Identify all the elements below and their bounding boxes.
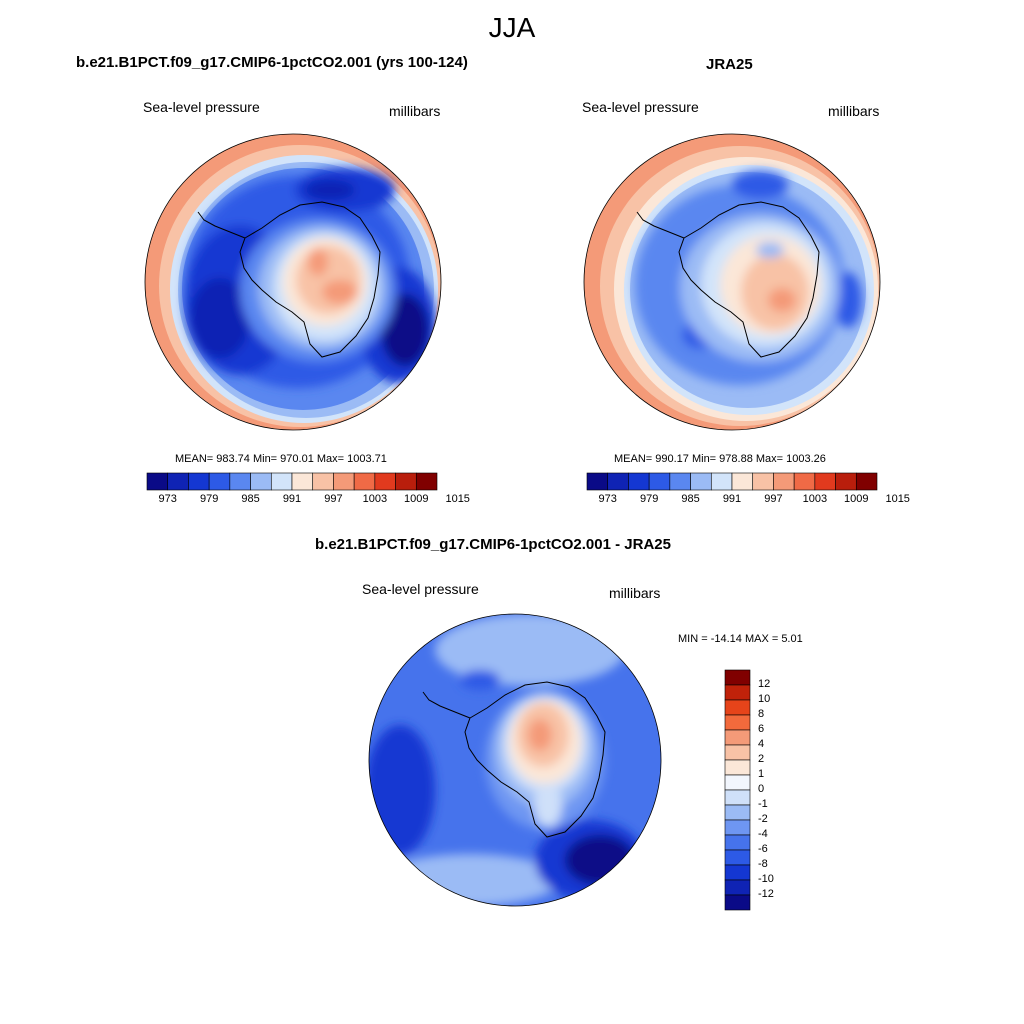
model-colorbar-tick: 979 [199,493,219,505]
model-colorbar-tick: 1015 [445,493,470,505]
obs-colorbar-box [690,472,712,491]
model-panel-title: b.e21.B1PCT.f09_g17.CMIP6-1pctCO2.001 (y… [76,54,468,71]
model-colorbar-box [208,472,231,491]
diff-colorbar-tick: -1 [758,798,768,810]
diff-colorbar-tick: -2 [758,813,768,825]
diff-colorbar-tick: 8 [758,708,765,720]
obs-colorbar-box [773,472,795,491]
obs-colorbar-box [586,472,609,491]
obs-panel-title: JRA25 [706,56,753,73]
obs-colorbar-tick: 1015 [885,493,910,505]
obs-colorbar-box [731,472,754,491]
model-colorbar-box [270,472,293,491]
model-colorbar-tick: 973 [158,493,177,505]
diff-colorbar-box [724,744,751,761]
obs-colorbar-tick: 979 [639,493,659,505]
model-stats: MEAN= 983.74 Min= 970.01 Max= 1003.71 [175,453,387,465]
model-colorbar-box [167,472,189,491]
model-colorbar-box [312,472,334,491]
obs-colorbar-box [835,472,857,491]
diff-colorbar-tick: 2 [758,753,765,765]
obs-colorbar-box [814,472,836,491]
diff-map [368,613,662,907]
figure-title: JJA [488,12,536,43]
model-colorbar-box [146,472,169,491]
diff-colorbar-box [724,864,751,881]
obs-peninsula [636,211,685,239]
obs-colorbar-tick: 991 [722,493,742,505]
model-map [144,133,442,431]
obs-colorbar-box [710,472,733,491]
model-colorbar-box [188,472,210,491]
colorbars [146,472,878,911]
obs-variable-label: Sea-level pressure [582,99,699,115]
diff-colorbar-box [724,789,751,806]
diff-stats: MIN = -14.14 MAX = 5.01 [678,633,803,645]
model-colorbar-tick: 997 [324,493,343,505]
model-colorbar-box [229,472,251,491]
obs-colorbar-tick: 997 [764,493,783,505]
diff-colorbar-tick: -6 [758,843,768,855]
model-colorbar-box [395,472,417,491]
obs-colorbar-box [855,472,878,491]
diff-colorbar-tick: 0 [758,783,765,795]
diff-panel-title: b.e21.B1PCT.f09_g17.CMIP6-1pctCO2.001 - … [315,536,671,553]
obs-colorbar-tick: 1009 [844,493,869,505]
obs-colorbar-tick: 973 [598,493,617,505]
obs-units-label: millibars [828,103,880,119]
model-colorbar-tick: 991 [282,493,302,505]
diff-colorbar-tick: 1 [758,768,765,780]
model-colorbar-box [250,472,272,491]
diff-colorbar-box [724,849,751,866]
obs-colorbar-box [793,472,816,491]
model-colorbar-tick: 985 [241,493,260,505]
model-colorbar-tick: 1009 [404,493,429,505]
diff-colorbar-box [724,684,751,701]
diff-colorbar-box [724,669,751,686]
diff-colorbar-tick: 6 [758,723,765,735]
model-variable-label: Sea-level pressure [143,99,260,115]
diff-colorbar-tick: -12 [758,888,774,900]
diff-peninsula [422,691,471,719]
model-colorbar-tick: 1003 [362,493,388,505]
model-units-label: millibars [389,103,441,119]
diff-colorbar-box [724,774,751,791]
model-antarctica-coastline [239,201,381,358]
diff-colorbar-box [724,819,751,836]
diff-colorbar-tick: -4 [758,828,768,840]
model-colorbar-box [333,472,355,491]
diff-colorbar-box [724,894,751,911]
obs-colorbar-box [607,472,629,491]
obs-colorbar-box [648,472,671,491]
obs-colorbar-box [669,472,691,491]
diff-units-label: millibars [609,585,661,601]
diff-colorbar-box [724,759,751,776]
obs-map [583,133,881,431]
diff-colorbar-tick: -8 [758,858,768,870]
model-colorbar-box [374,472,396,491]
model-peninsula [197,211,246,239]
model-colorbar-box [291,472,314,491]
diff-colorbar-box [724,879,751,896]
diff-colorbar-box [724,834,751,851]
diff-colorbar-tick: 4 [758,738,765,750]
obs-antarctica-coastline [678,201,820,358]
diff-colorbar-box [724,699,751,716]
diff-colorbar-box [724,804,751,821]
diff-colorbar-tick: -10 [758,873,774,885]
obs-colorbar-box [628,472,650,491]
obs-colorbar-tick: 1003 [802,493,828,505]
diff-colorbar-box [724,729,751,746]
obs-colorbar-tick: 985 [681,493,700,505]
diff-antarctica-coastline [464,681,606,838]
diff-variable-label: Sea-level pressure [362,581,479,597]
diff-colorbar-tick: 12 [758,678,771,690]
obs-stats: MEAN= 990.17 Min= 978.88 Max= 1003.26 [614,453,826,465]
obs-colorbar-box [752,472,774,491]
diff-colorbar-tick: 10 [758,693,771,705]
model-colorbar-box [415,472,438,491]
model-colorbar-box [353,472,376,491]
diff-colorbar-box [724,714,751,731]
